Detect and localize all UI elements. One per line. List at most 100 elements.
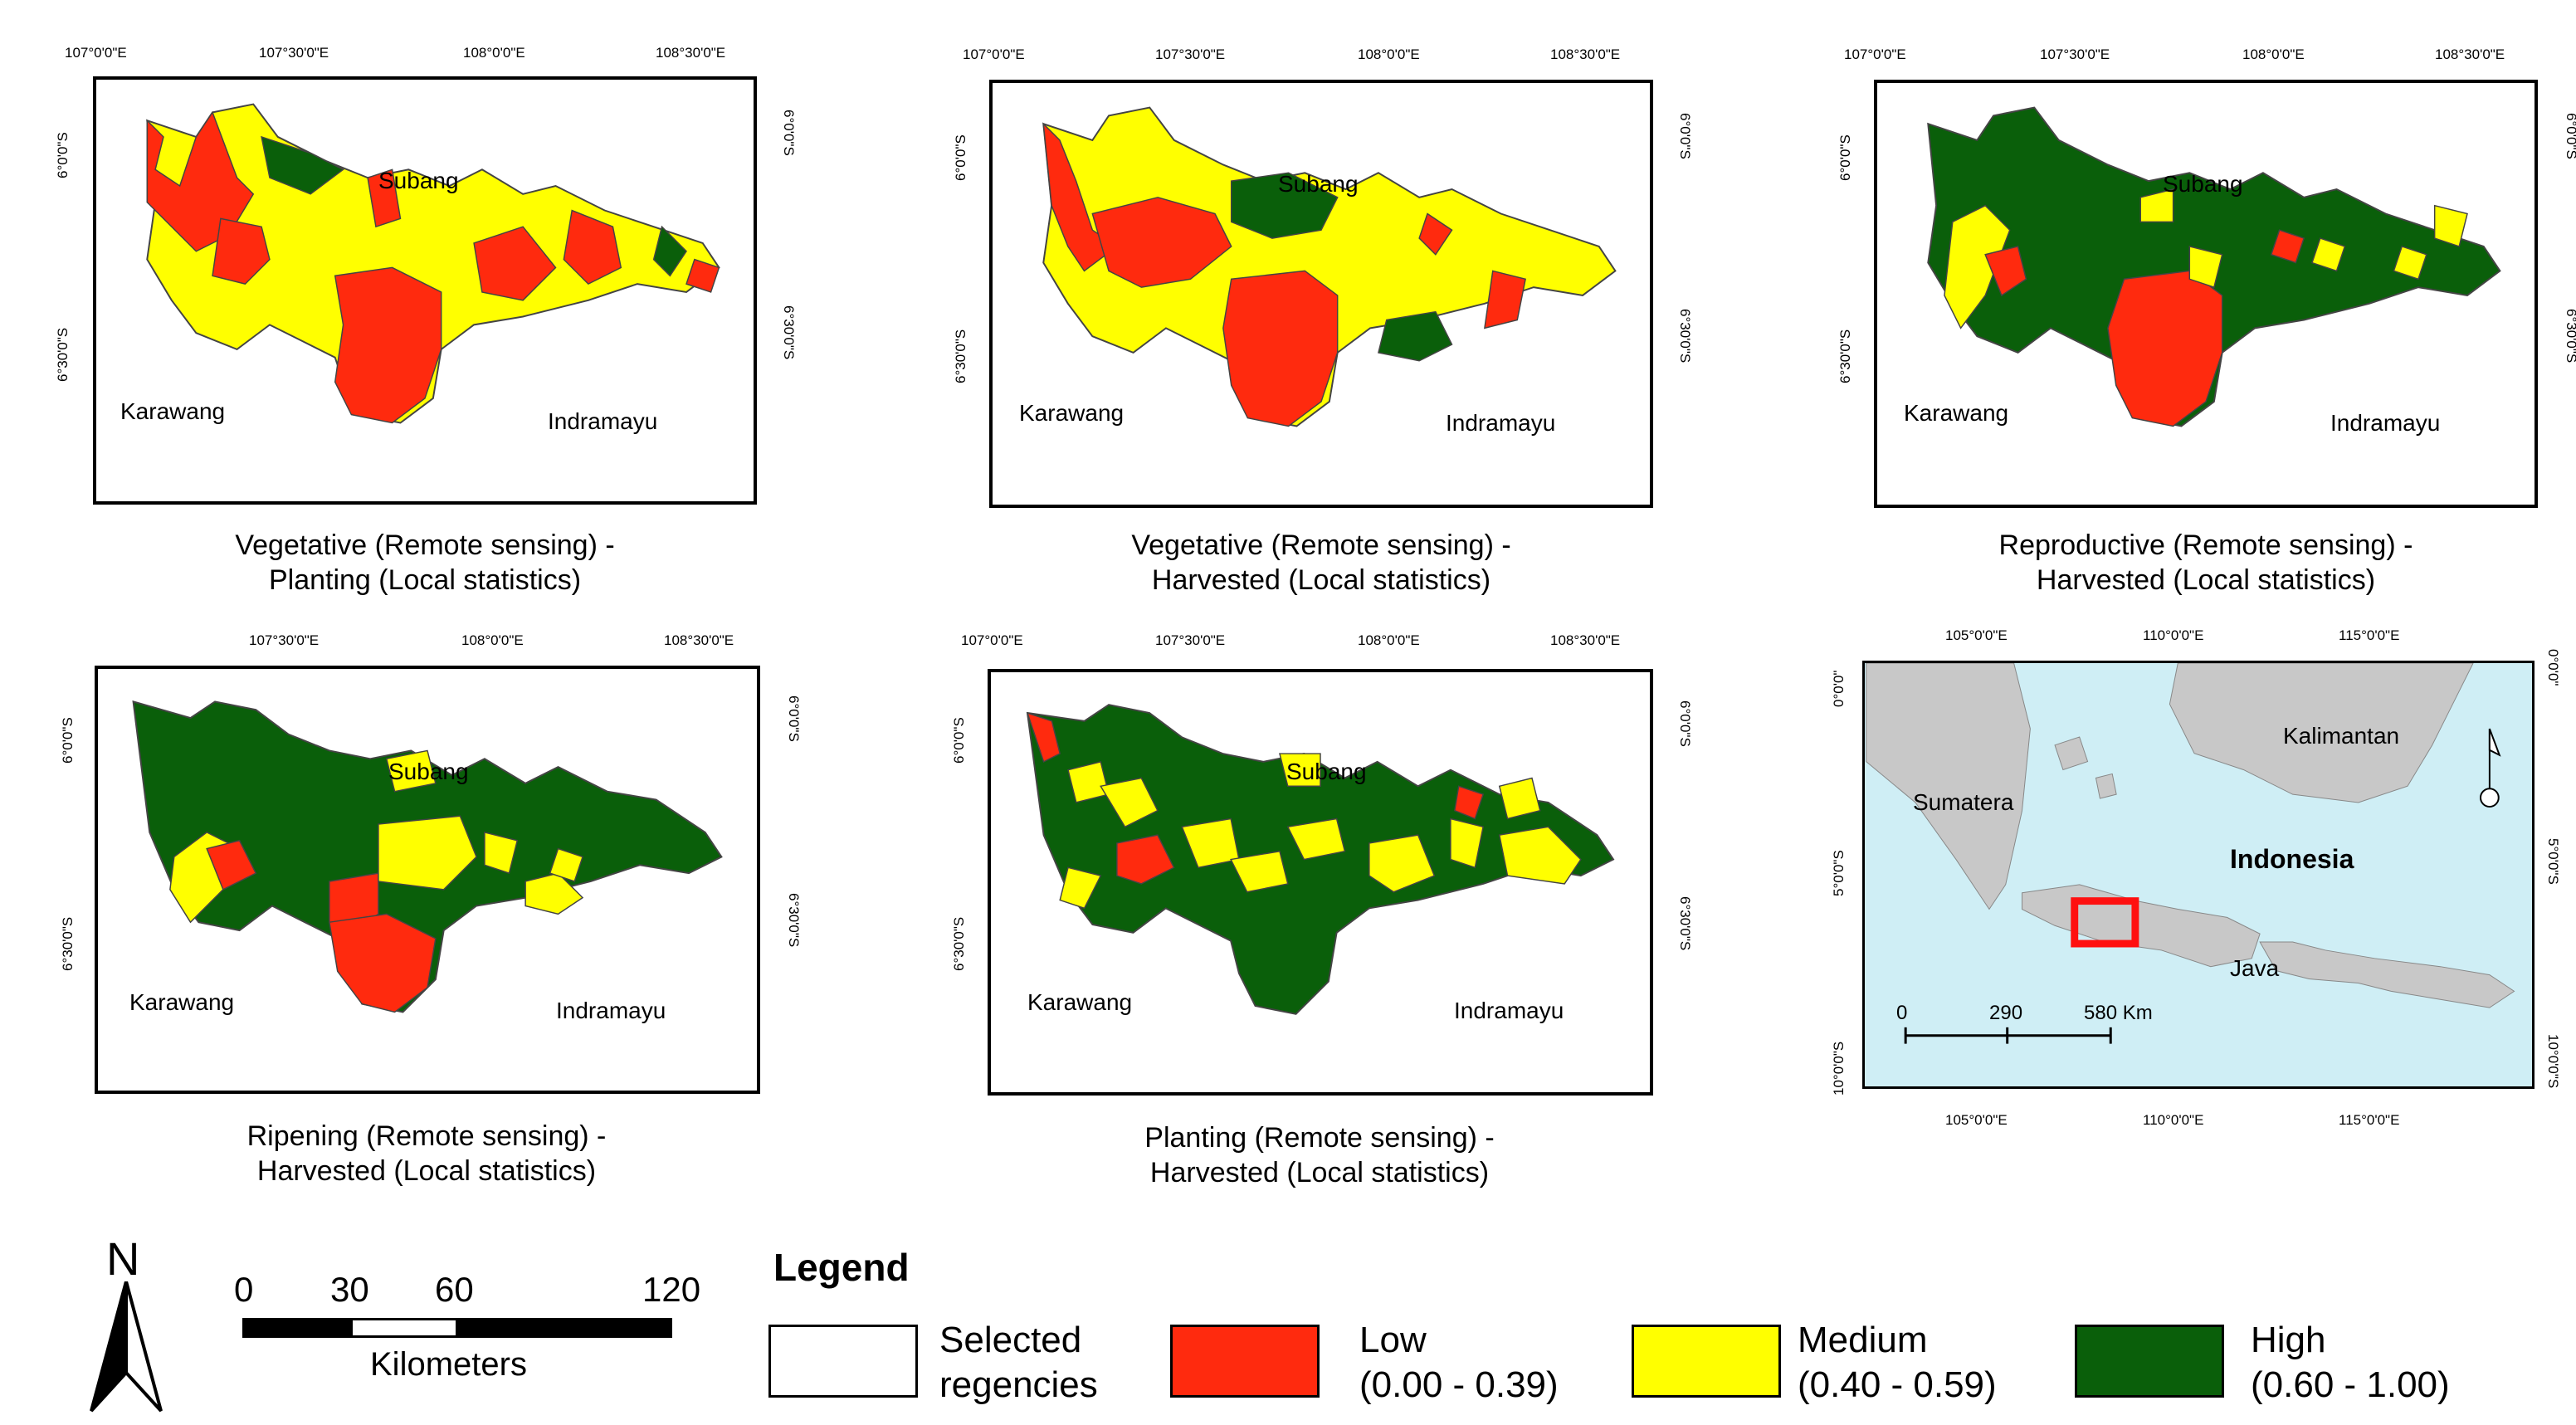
right-tick: 6°30'0"S (781, 305, 797, 360)
label-subang: Subang (2163, 171, 2243, 197)
left-tick: 10°0'0"S (1831, 1041, 1847, 1096)
scale-seg-3 (458, 1318, 672, 1338)
map-frame (1874, 80, 2538, 508)
legend-title: Legend (773, 1246, 910, 1289)
map-frame (95, 666, 760, 1094)
left-tick: 6°0'0"S (951, 717, 967, 764)
label-subang: Subang (1286, 759, 1367, 784)
top-tick: 108°30'0"E (664, 632, 734, 648)
scale-0: 0 (234, 1270, 254, 1309)
map-frame (93, 76, 757, 505)
top-tick: 105°0'0"E (1945, 627, 2008, 643)
legend-line: High (2251, 1320, 2326, 1360)
label-indramayu: Indramayu (1446, 410, 1556, 436)
top-tick: 107°0'0"E (963, 46, 1025, 62)
top-tick: 108°0'0"E (1358, 632, 1420, 648)
locator-map (1866, 663, 2515, 1044)
left-tick: 6°30'0"S (60, 916, 76, 971)
legend-line: Medium (1798, 1320, 1928, 1360)
top-tick: 107°30'0"E (259, 45, 329, 61)
scale-seg-1 (242, 1318, 350, 1338)
caption-line-2: Planting (Local statistics) (268, 564, 582, 596)
right-tick: 6°0'0"S (1677, 700, 1693, 747)
caption-line-2: Harvested (Local statistics) (256, 1155, 597, 1187)
legend-label-low: Low (0.00 - 0.39) (1359, 1318, 1559, 1408)
north-arrow: N (81, 1232, 173, 1414)
legend-label-high: High (0.60 - 1.00) (2251, 1318, 2450, 1408)
scale-unit: Kilometers (370, 1346, 527, 1383)
top-tick: 108°0'0"E (1358, 46, 1420, 62)
top-tick: 107°30'0"E (1155, 632, 1226, 648)
map-frame (989, 80, 1653, 508)
caption-line-1: Reproductive (Remote sensing) - (1998, 529, 2413, 561)
top-tick: 107°30'0"E (249, 632, 320, 648)
caption-line-2: Harvested (Local statistics) (1151, 564, 1491, 596)
locator-scale-290: 290 (1989, 1002, 2023, 1024)
caption-line-1: Vegetative (Remote sensing) - (235, 529, 615, 561)
regency-map (1927, 106, 2501, 427)
right-tick: 6°0'0"S (2564, 113, 2576, 159)
bottom-tick: 110°0'0"E (2143, 1112, 2204, 1128)
label-karawang: Karawang (1019, 400, 1125, 426)
legend-label-medium: Medium (0.40 - 0.59) (1798, 1318, 1997, 1408)
left-tick: 6°30'0"S (951, 916, 967, 971)
legend-label-selected: Selected regencies (939, 1318, 1098, 1408)
right-tick: 5°0'0"S (2545, 838, 2561, 885)
panel-caption: Vegetative (Remote sensing) - Harvested … (989, 528, 1653, 598)
right-tick: 10°0'0"S (2545, 1034, 2561, 1089)
legend-swatch-selected (768, 1325, 918, 1398)
label-karawang: Karawang (120, 398, 226, 424)
caption-line-1: Planting (Remote sensing) - (1144, 1122, 1495, 1154)
top-tick: 108°30'0"E (1550, 46, 1621, 62)
left-tick: 0°0'0" (1831, 670, 1847, 707)
locator-scale-0: 0 (1896, 1002, 1908, 1024)
top-tick: 107°0'0"E (1844, 46, 1906, 62)
left-tick: 6°0'0"S (55, 132, 71, 178)
panel-caption: Ripening (Remote sensing) - Harvested (L… (95, 1119, 759, 1188)
label-karawang: Karawang (1904, 400, 2009, 426)
panel-caption: Planting (Remote sensing) - Harvested (L… (988, 1120, 1651, 1190)
label-sumatera: Sumatera (1913, 789, 2014, 815)
left-tick: 6°0'0"S (1837, 134, 1853, 181)
legend-swatch-medium (1632, 1325, 1781, 1398)
left-tick: 6°30'0"S (55, 327, 71, 382)
caption-line-2: Harvested (Local statistics) (2036, 564, 2376, 596)
top-tick: 108°30'0"E (2435, 46, 2505, 62)
scale-120: 120 (642, 1270, 701, 1309)
top-tick: 108°30'0"E (656, 45, 726, 61)
left-tick: 5°0'0"S (1831, 850, 1847, 896)
scale-60: 60 (435, 1270, 474, 1309)
north-arrow-icon (90, 1281, 163, 1413)
panel-caption: Reproductive (Remote sensing) - Harveste… (1874, 528, 2538, 598)
regency-map (1042, 106, 1617, 427)
regency-map (1026, 704, 1615, 1015)
right-tick: 6°0'0"S (1677, 113, 1693, 159)
regency-map (132, 700, 723, 1013)
right-tick: 6°0'0"S (786, 695, 802, 742)
right-tick: 6°30'0"S (786, 893, 802, 948)
panel-caption: Vegetative (Remote sensing) - Planting (… (93, 528, 757, 598)
label-subang: Subang (1278, 171, 1359, 197)
legend-line: regencies (939, 1364, 1098, 1405)
legend-line: (0.40 - 0.59) (1798, 1364, 1997, 1405)
label-subang: Subang (378, 168, 459, 193)
label-karawang: Karawang (129, 989, 235, 1015)
top-tick: 115°0'0"E (2339, 627, 2400, 643)
label-java: Java (2230, 955, 2280, 981)
locator-scale-580: 580 Km (2084, 1002, 2153, 1024)
north-letter: N (106, 1232, 140, 1285)
left-tick: 6°0'0"S (953, 134, 968, 181)
scale-30: 30 (330, 1270, 369, 1309)
bottom-tick: 115°0'0"E (2339, 1112, 2400, 1128)
top-tick: 108°0'0"E (461, 632, 524, 648)
top-tick: 108°0'0"E (2242, 46, 2305, 62)
label-indonesia: Indonesia (2230, 844, 2354, 874)
top-tick: 107°30'0"E (2040, 46, 2110, 62)
top-tick: 107°30'0"E (1155, 46, 1226, 62)
label-indramayu: Indramayu (556, 998, 666, 1023)
bottom-tick: 105°0'0"E (1945, 1112, 2008, 1128)
label-kalimantan: Kalimantan (2283, 723, 2400, 749)
legend-line: (0.60 - 1.00) (2251, 1364, 2450, 1405)
legend-swatch-low (1170, 1325, 1320, 1398)
regency-map (146, 103, 720, 424)
